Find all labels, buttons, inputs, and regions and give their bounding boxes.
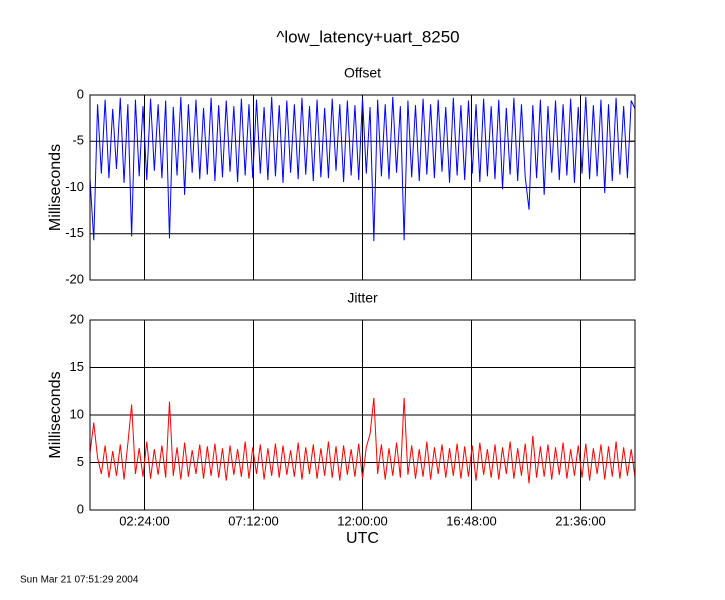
y-tick-label: 10 — [70, 406, 84, 421]
x-tick-label: 16:48:00 — [446, 513, 497, 528]
y-tick-label: 15 — [70, 359, 84, 374]
series-line — [89, 397, 636, 484]
series-line — [89, 96, 636, 242]
plot-frame — [89, 94, 636, 281]
x-tick-label: 12:00:00 — [337, 513, 388, 528]
y-tick-label: -5 — [72, 133, 84, 148]
y-tick-label: -20 — [65, 271, 84, 286]
timestamp: Sun Mar 21 07:51:29 2004 — [20, 575, 139, 586]
y-tick-label: 0 — [77, 86, 84, 101]
x-tick-label: 21:36:00 — [555, 513, 606, 528]
y-tick-label: -15 — [65, 225, 84, 240]
x-axis-label: UTC — [346, 530, 379, 547]
y-axis-label: Milliseconds — [47, 144, 64, 231]
plot-frame — [89, 319, 636, 511]
y-tick-label: 0 — [77, 501, 84, 516]
panel-title: Jitter — [347, 290, 378, 306]
x-tick-label: 02:24:00 — [119, 513, 170, 528]
y-axis-label: Milliseconds — [47, 371, 64, 458]
chart-title: ^low_latency+uart_8250 — [276, 27, 459, 46]
y-tick-label: 5 — [77, 454, 84, 469]
x-tick-label: 07:12:00 — [228, 513, 279, 528]
y-tick-label: 20 — [70, 311, 84, 326]
panel-title: Offset — [344, 65, 381, 81]
y-tick-label: -10 — [65, 179, 84, 194]
